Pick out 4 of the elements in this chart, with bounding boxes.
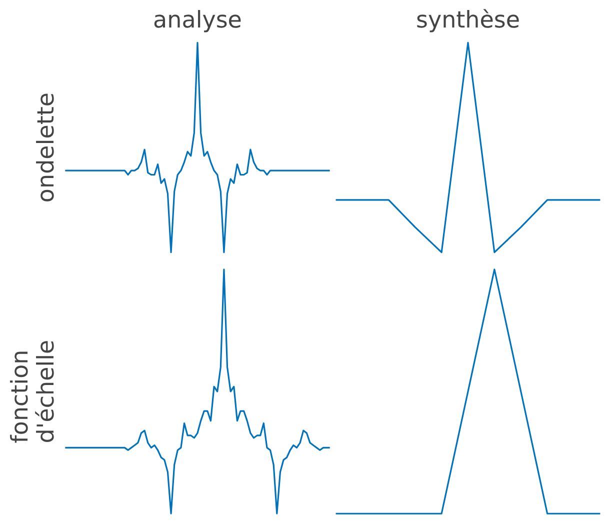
chart-title: analyse — [153, 8, 242, 34]
y-axis-title: fonction d'échelle — [8, 340, 60, 444]
chart-title: synthèse — [416, 8, 520, 34]
y-axis-title: ondelette — [34, 92, 60, 203]
